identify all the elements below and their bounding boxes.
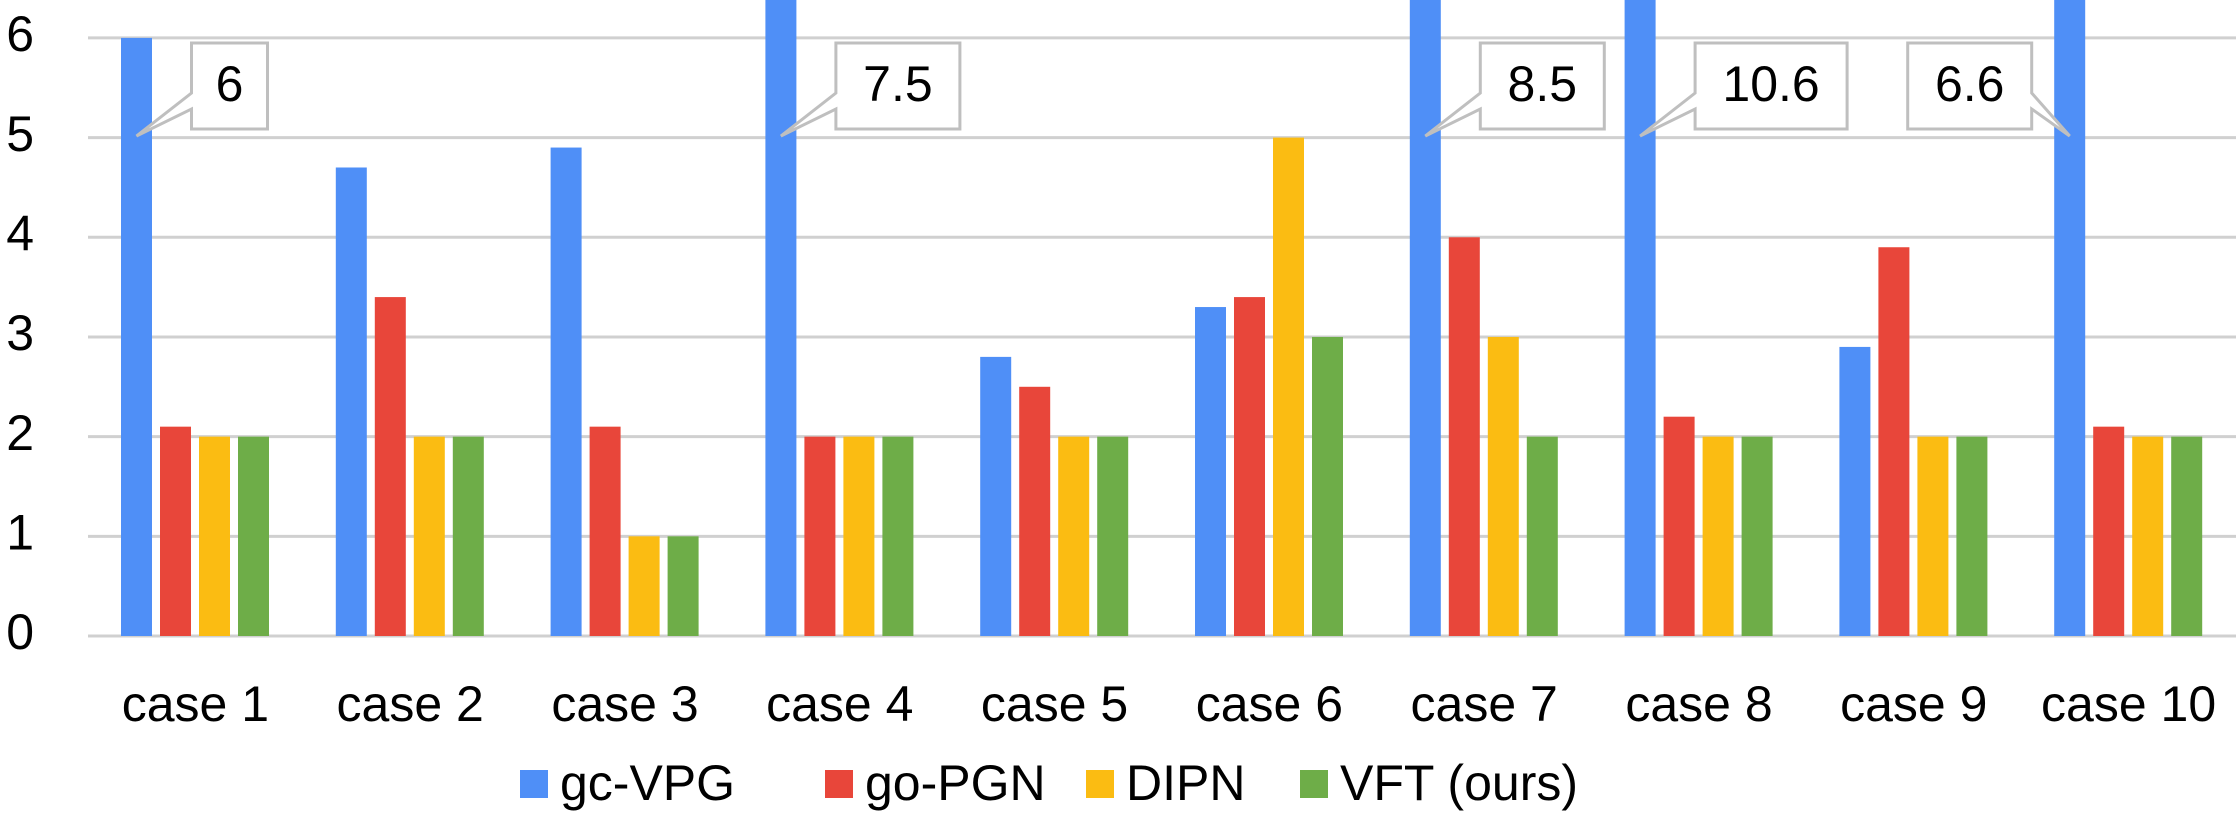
bar xyxy=(335,167,367,636)
legend-label: go-PGN xyxy=(865,755,1046,811)
bar xyxy=(1487,336,1519,636)
callout-box xyxy=(1424,41,1606,138)
data-label: 6.6 xyxy=(1935,56,2005,112)
legend-swatch xyxy=(825,770,853,798)
bar xyxy=(160,426,191,636)
bar xyxy=(1019,386,1051,636)
bar xyxy=(980,356,1012,636)
bar xyxy=(1097,436,1129,636)
bar xyxy=(1526,436,1558,636)
bar xyxy=(1839,346,1871,636)
bar xyxy=(1663,416,1695,636)
y-tick-label: 5 xyxy=(6,106,34,162)
bar xyxy=(1273,137,1304,636)
bar xyxy=(843,436,875,636)
callout-box xyxy=(1906,41,2071,138)
bar xyxy=(2132,436,2164,636)
bar xyxy=(199,436,230,636)
bar xyxy=(1917,436,1949,636)
y-tick-label: 4 xyxy=(6,205,34,261)
bar xyxy=(1058,436,1090,636)
bar xyxy=(1741,436,1773,636)
data-label: 6 xyxy=(216,56,244,112)
bar xyxy=(667,536,699,636)
bar xyxy=(374,297,406,636)
callout-box xyxy=(135,41,269,138)
bar xyxy=(2171,436,2203,636)
x-tick-label: case 3 xyxy=(551,676,698,732)
y-tick-label: 3 xyxy=(6,305,34,361)
bar xyxy=(121,37,152,636)
data-label: 8.5 xyxy=(1508,56,1578,112)
bar xyxy=(413,436,445,636)
x-tick-label: case 9 xyxy=(1840,676,1987,732)
bar xyxy=(1312,336,1343,636)
legend-label: gc-VPG xyxy=(560,755,735,811)
bar xyxy=(589,426,621,636)
bar xyxy=(1956,436,1988,636)
bar xyxy=(1409,0,1441,636)
bar xyxy=(452,436,484,636)
x-tick-label: case 7 xyxy=(1411,676,1558,732)
x-tick-label: case 1 xyxy=(122,676,269,732)
bar xyxy=(882,436,914,636)
bar xyxy=(2093,426,2125,636)
x-tick-label: case 8 xyxy=(1625,676,1772,732)
bar xyxy=(804,436,836,636)
x-tick-label: case 2 xyxy=(337,676,484,732)
y-tick-label: 0 xyxy=(6,604,34,660)
bar xyxy=(1624,0,1656,636)
bar xyxy=(238,436,269,636)
legend-label: VFT (ours) xyxy=(1340,755,1578,811)
legend-label: DIPN xyxy=(1126,755,1245,811)
x-tick-label: case 6 xyxy=(1196,676,1343,732)
y-tick-label: 1 xyxy=(6,505,34,561)
bar xyxy=(1234,297,1265,636)
legend-swatch xyxy=(1300,770,1328,798)
bar xyxy=(550,147,582,636)
bar xyxy=(628,536,660,636)
plot-area xyxy=(121,0,2203,636)
bar xyxy=(1448,237,1480,636)
bar xyxy=(1702,436,1734,636)
data-label: 10.6 xyxy=(1722,56,1819,112)
bar xyxy=(765,0,797,636)
y-tick-label: 6 xyxy=(6,6,34,62)
x-tick-label: case 4 xyxy=(766,676,913,732)
x-tick-label: case 5 xyxy=(981,676,1128,732)
y-tick-label: 2 xyxy=(6,405,34,461)
x-tick-label: case 10 xyxy=(2041,676,2216,732)
legend-swatch xyxy=(520,770,548,798)
bar xyxy=(2054,0,2086,636)
data-label: 7.5 xyxy=(863,56,933,112)
bar xyxy=(1878,247,1910,636)
callout-box xyxy=(779,41,962,138)
legend-swatch xyxy=(1086,770,1114,798)
callout-box xyxy=(1639,41,1849,138)
bar xyxy=(1195,307,1226,636)
